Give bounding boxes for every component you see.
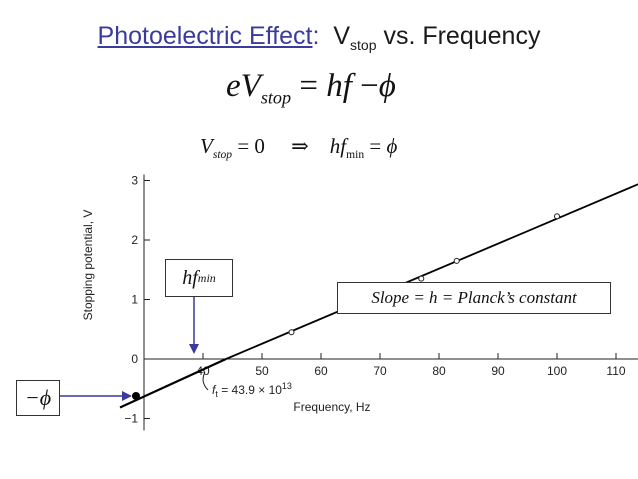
hfmin-sub: min [197,270,216,285]
x-tick-label-6: 100 [547,364,567,378]
neg-phi-text: −ϕ [24,385,52,410]
x-tick-label-4: 80 [432,364,446,378]
x-tick-label-3: 70 [373,364,387,378]
eq2-phi: ϕ [386,134,398,158]
equation-threshold: Vstop = 0 ⇒ hfmin = ϕ [200,134,397,161]
threshold-frequency-label: ft = 43.9 × 1013 [212,381,292,399]
y-tick-label-3: 2 [131,233,138,247]
eq2-hf-sub: min [346,149,365,162]
annotation-arrows [60,296,199,401]
intercept-dot [132,392,140,400]
eq2-v-sub: stop [212,149,233,162]
data-point-3 [453,257,460,264]
title-colon: : [312,22,320,50]
f0-exp: 13 [282,381,292,391]
eq1-equals: = [291,68,327,104]
y-tick-label-1: 0 [131,352,138,366]
eq2-hf: hf [329,134,347,158]
chart-axes [143,174,638,431]
equation-energy: eVstop = hf −ϕ [226,68,396,109]
fit-line [225,183,638,360]
eq1-e: e [226,68,241,104]
eq1-v: V [240,68,261,104]
x-tick-label-1: 50 [255,364,269,378]
x-tick-label-2: 60 [314,364,328,378]
f0-f: f [212,383,217,397]
y-tick-label-0: −1 [124,412,138,426]
f0-bracket [202,371,209,391]
title-v-sub: stop [350,37,377,53]
neg-phi-label-box: −ϕ [16,380,60,416]
eq1-phi: ϕ [378,68,396,104]
slope-text: Slope = h = Planck’s constant [371,288,577,307]
chart-ticks: −10123405060708090100110120 × 1013 [124,174,626,426]
x-axis-label: Frequency, Hz [293,400,370,414]
eq2-equals-zero: = 0 [232,134,271,158]
eq2-implies: ⇒ [270,134,330,158]
eq2-equals: = [364,134,387,158]
eq1-minus: − [351,68,379,104]
hfmin-label-box: hf min [165,259,233,297]
eq1-hf: hf [326,68,352,104]
data-point-2 [418,275,425,282]
y-axis-label: Stopping potential, V [81,210,95,321]
y-tick-label-4: 3 [131,174,138,188]
data-point-4 [554,213,560,220]
x-tick-label-5: 90 [491,364,505,378]
title-rest: vs. Frequency [383,22,541,50]
extrapolation-line [119,357,227,409]
title-v: V [333,22,351,50]
slope-label-box: Slope = h = Planck’s constant [337,282,611,314]
chart-series [119,183,638,409]
eq1-v-sub: stop [260,87,292,108]
f0-sub: t [215,389,218,399]
y-tick-label-2: 1 [131,293,138,307]
hfmin-main: hf [182,266,198,289]
data-point-0 [288,329,295,336]
slide-title: Photoelectric Effect: Vstop vs. Frequenc… [0,22,638,53]
x-tick-label-7: 110 [606,364,625,378]
f0-value: = 43.9 × 10 [218,383,282,397]
eq2-v: V [200,134,213,158]
title-link[interactable]: Photoelectric Effect [97,22,313,50]
